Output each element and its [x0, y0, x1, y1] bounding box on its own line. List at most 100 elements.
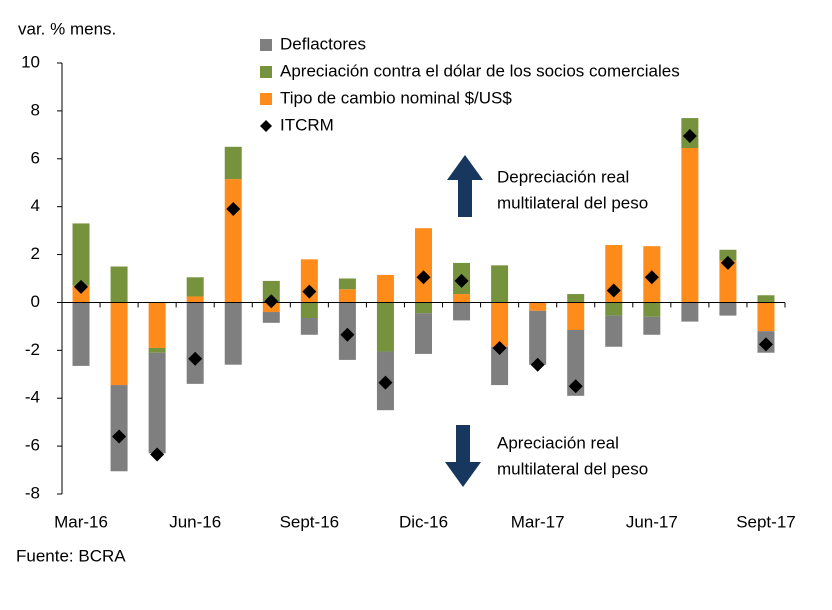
x-tick-label: Jun-17: [626, 512, 678, 531]
down-arrow: [445, 425, 481, 487]
up-arrow: [447, 155, 483, 217]
source: Fuente: BCRA: [16, 546, 126, 565]
bar: [453, 294, 471, 303]
bar: [757, 295, 775, 303]
legend-label: ITCRM: [280, 115, 334, 134]
bar: [719, 260, 737, 303]
itcrm-marker: [226, 202, 241, 217]
y-tick-label: -4: [25, 388, 40, 407]
y-tick-label: -8: [25, 483, 40, 502]
bar: [757, 302, 775, 332]
x-tick-label: Dic-16: [399, 512, 448, 531]
bar: [415, 313, 432, 354]
itcrm-marker: [720, 255, 735, 270]
itcrm-marker: [150, 447, 165, 462]
bar: [262, 312, 280, 323]
y-tick-label: 8: [31, 100, 40, 119]
bar: [567, 302, 585, 330]
bar: [605, 315, 623, 347]
y-axis-label: var. % mens.: [18, 19, 116, 38]
bar: [110, 302, 128, 386]
annotation: Depreciación real: [497, 167, 629, 186]
bar: [300, 318, 318, 335]
x-tick-label: Sept-16: [280, 512, 340, 531]
x-tick-label: Jun-16: [169, 512, 221, 531]
legend-label: Deflactores: [280, 34, 366, 53]
itcrm-marker: [340, 327, 355, 342]
bar: [491, 302, 509, 347]
bar: [72, 285, 90, 303]
bar: [415, 228, 432, 303]
y-tick-label: -6: [25, 436, 40, 455]
itcrm-marker: [302, 284, 317, 299]
itcrm-marker: [378, 375, 393, 390]
y-tick-label: 6: [31, 148, 40, 167]
bar: [148, 347, 166, 353]
bar: [376, 302, 394, 352]
itcrm-marker: [758, 337, 773, 352]
bar: [110, 266, 128, 303]
itcrm-marker: [644, 270, 659, 285]
bar: [262, 280, 280, 303]
annotation: Apreciación real: [497, 433, 619, 452]
bar: [338, 278, 356, 290]
itcrm-marker: [682, 129, 697, 144]
itcrm-marker: [492, 340, 507, 355]
bar: [529, 302, 547, 311]
bar: [186, 277, 204, 297]
bar: [338, 289, 356, 303]
bar: [491, 265, 509, 303]
bar: [643, 316, 661, 335]
bar: [567, 329, 585, 396]
x-tick-label: Mar-17: [511, 512, 565, 531]
y-tick-label: -2: [25, 340, 40, 359]
legend-marker: [260, 39, 272, 51]
bar: [719, 249, 737, 261]
legend-marker: [260, 93, 272, 105]
legend-label: Apreciación contra el dólar de los socio…: [280, 61, 680, 80]
y-tick-label: 0: [31, 292, 40, 311]
legend-marker: [260, 66, 272, 78]
y-tick-label: 2: [31, 244, 40, 263]
itcrm-marker: [74, 279, 89, 294]
bar: [186, 296, 204, 303]
bar: [186, 302, 204, 384]
bar: [453, 302, 471, 321]
bar: [643, 302, 661, 317]
annotation: multilateral del peso: [497, 459, 648, 478]
bar: [300, 302, 318, 319]
bar: [376, 274, 394, 303]
bar: [681, 148, 699, 303]
x-tick-label: Mar-16: [54, 512, 108, 531]
bar: [224, 302, 242, 365]
bar: [72, 302, 90, 366]
itcrm-marker: [530, 357, 545, 372]
itcrm-marker: [454, 273, 469, 288]
bar: [529, 310, 547, 365]
bar: [567, 294, 585, 303]
itcrm-marker: [606, 283, 621, 298]
itcrm-marker: [112, 429, 127, 444]
y-tick-label: 10: [21, 52, 40, 71]
bar: [72, 223, 90, 286]
bar: [415, 302, 432, 314]
itcrm-marker: [568, 379, 583, 394]
bar: [148, 302, 166, 348]
bar: [681, 302, 699, 322]
legend-label: Tipo de cambio nominal $/US$: [280, 88, 512, 107]
bar: [148, 352, 166, 454]
y-tick-label: 4: [31, 196, 40, 215]
bar: [110, 385, 128, 472]
bar: [224, 179, 242, 303]
bar: [719, 302, 737, 316]
legend-marker: [260, 120, 272, 132]
itcrm-marker: [264, 294, 279, 309]
bar: [605, 302, 623, 316]
annotation: multilateral del peso: [497, 193, 648, 212]
itcrm-marker: [416, 270, 431, 285]
bar: [491, 346, 509, 386]
itcrm-marker: [188, 351, 203, 366]
x-tick-label: Sept-17: [736, 512, 796, 531]
bar: [224, 146, 242, 180]
